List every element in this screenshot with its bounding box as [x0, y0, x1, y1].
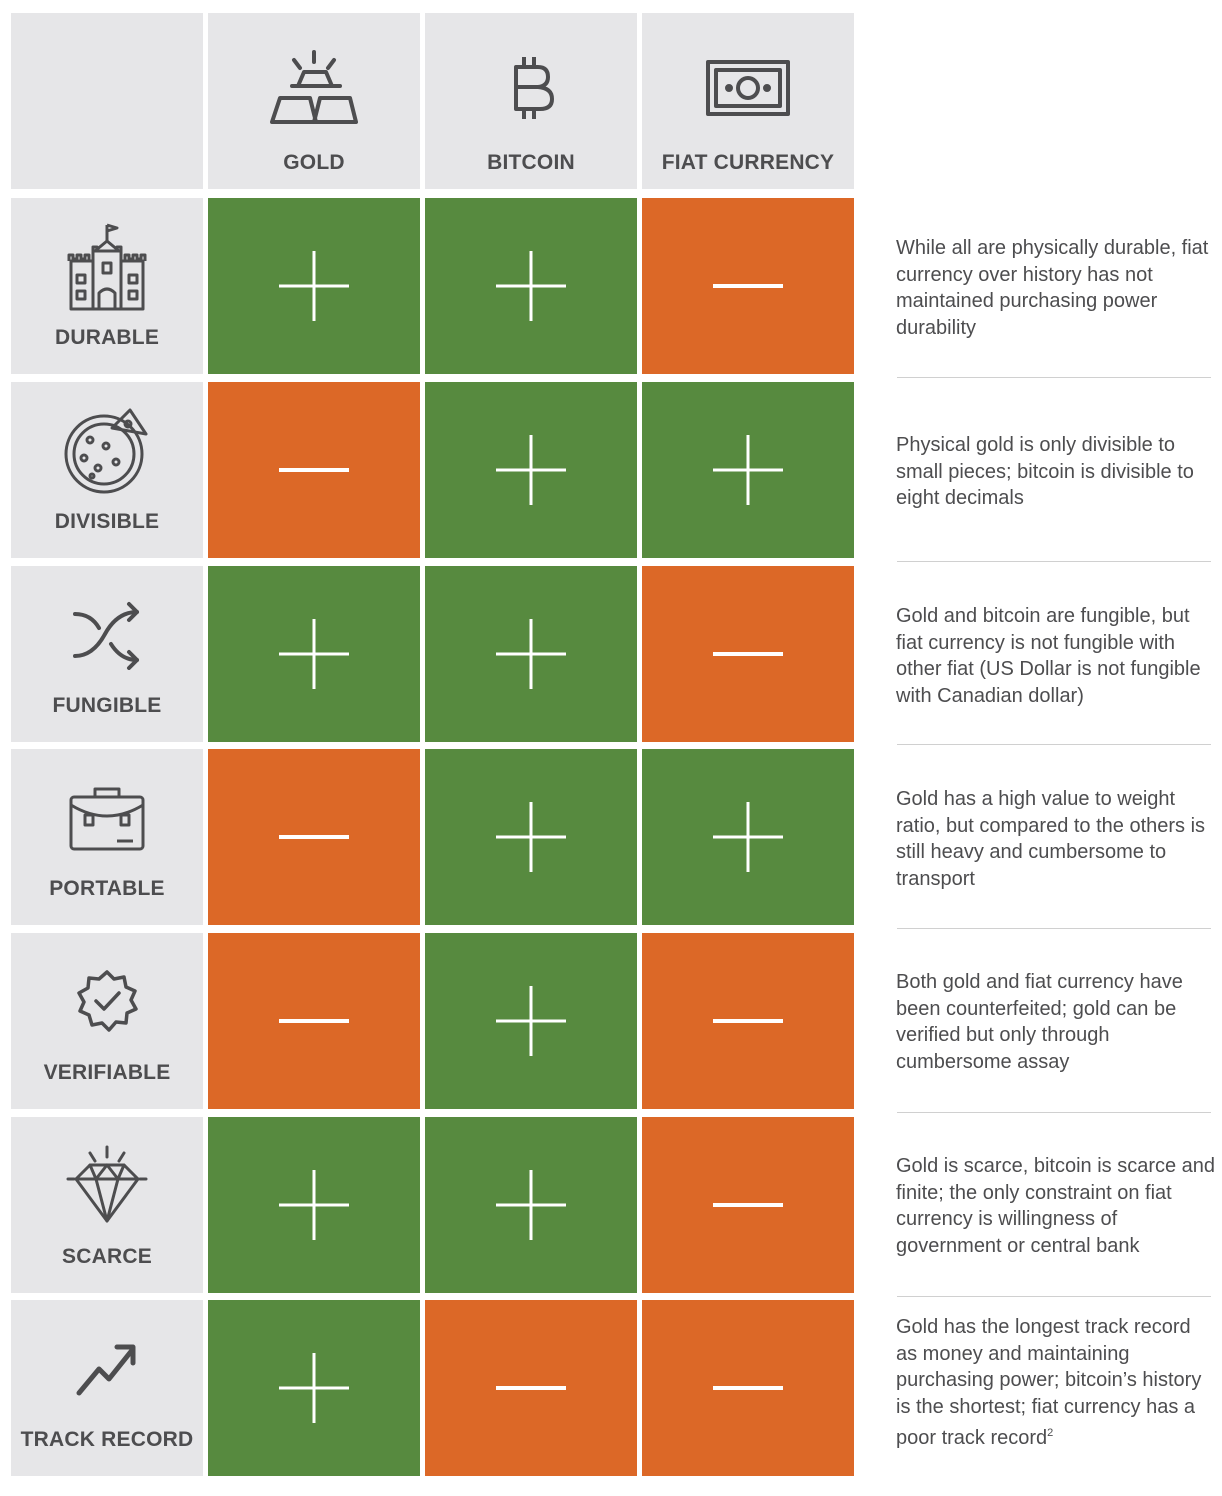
column-header-gold: GOLD: [208, 13, 420, 189]
value-cell-track-record-gold: [208, 1300, 420, 1476]
value-cell-portable-bitcoin: [425, 749, 637, 925]
row-divider: [897, 377, 1211, 378]
row-note-track-record: Gold has the longest track record as mon…: [896, 1314, 1216, 1452]
column-label: FIAT CURRENCY: [661, 151, 835, 174]
plus-icon: [425, 198, 637, 374]
row-header-scarce: SCARCE: [11, 1117, 203, 1293]
row-note-durable: While all are physically durable, fiat c…: [896, 237, 1209, 339]
column-label: BITCOIN: [487, 151, 575, 174]
value-cell-verifiable-fiat-currency: [642, 933, 854, 1109]
value-cell-verifiable-gold: [208, 933, 420, 1109]
plus-icon: [425, 933, 637, 1109]
row-header-verifiable: VERIFIABLE: [11, 933, 203, 1109]
value-cell-fungible-gold: [208, 566, 420, 742]
row-divider: [897, 561, 1211, 562]
minus-icon: [208, 749, 420, 925]
row-divider: [897, 1112, 1211, 1113]
minus-icon: [642, 198, 854, 374]
verified-badge-icon: [11, 947, 203, 1057]
plus-icon: [642, 382, 854, 558]
minus-icon: [642, 1117, 854, 1293]
plus-icon: [425, 749, 637, 925]
row-note-scarce: Gold is scarce, bitcoin is scarce and fi…: [896, 1155, 1216, 1257]
column-label: GOLD: [283, 151, 345, 174]
row-header-portable: PORTABLE: [11, 749, 203, 925]
plus-icon: [208, 566, 420, 742]
row-label: TRACK RECORD: [20, 1428, 194, 1451]
row-label: SCARCE: [62, 1245, 152, 1268]
row-note-verifiable: Both gold and fiat currency have been co…: [896, 971, 1183, 1073]
value-cell-fungible-fiat-currency: [642, 566, 854, 742]
row-note-divisible: Physical gold is only divisible to small…: [896, 434, 1194, 509]
plus-icon: [208, 198, 420, 374]
value-cell-fungible-bitcoin: [425, 566, 637, 742]
value-cell-verifiable-bitcoin: [425, 933, 637, 1109]
value-cell-portable-gold: [208, 749, 420, 925]
row-header-track-record: TRACK RECORD: [11, 1300, 203, 1476]
minus-icon: [425, 1300, 637, 1476]
value-cell-durable-gold: [208, 198, 420, 374]
diamond-icon: [11, 1131, 203, 1241]
minus-icon: [642, 566, 854, 742]
value-cell-scarce-gold: [208, 1117, 420, 1293]
trend-up-icon: [11, 1314, 203, 1424]
minus-icon: [642, 1300, 854, 1476]
value-cell-track-record-fiat-currency: [642, 1300, 854, 1476]
column-header-bitcoin: BITCOIN: [425, 13, 637, 189]
corner-cell: [11, 13, 203, 189]
row-note-fungible: Gold and bitcoin are fungible, but fiat …: [896, 605, 1201, 707]
shuffle-icon: [11, 580, 203, 690]
value-cell-divisible-fiat-currency: [642, 382, 854, 558]
minus-icon: [208, 382, 420, 558]
pizza-icon: [11, 396, 203, 506]
plus-icon: [425, 1117, 637, 1293]
value-cell-portable-fiat-currency: [642, 749, 854, 925]
value-cell-scarce-bitcoin: [425, 1117, 637, 1293]
row-label: PORTABLE: [49, 877, 165, 900]
bitcoin-icon: [425, 43, 637, 133]
gold-bars-icon: [208, 43, 420, 133]
value-cell-track-record-bitcoin: [425, 1300, 637, 1476]
value-cell-divisible-gold: [208, 382, 420, 558]
castle-icon: [11, 212, 203, 322]
plus-icon: [425, 566, 637, 742]
row-note-text: Gold has the longest track record as mon…: [896, 1316, 1202, 1449]
row-divider: [897, 1296, 1211, 1297]
row-divider: [897, 744, 1211, 745]
plus-icon: [208, 1300, 420, 1476]
row-header-fungible: FUNGIBLE: [11, 566, 203, 742]
row-label: DIVISIBLE: [54, 510, 160, 533]
row-label: FUNGIBLE: [52, 694, 162, 717]
row-divider: [897, 928, 1211, 929]
row-label: VERIFIABLE: [43, 1061, 171, 1084]
row-label: DURABLE: [54, 326, 160, 349]
plus-icon: [425, 382, 637, 558]
plus-icon: [208, 1117, 420, 1293]
value-cell-durable-fiat-currency: [642, 198, 854, 374]
column-header-fiat-currency: FIAT CURRENCY: [642, 13, 854, 189]
row-note-portable: Gold has a high value to weight ratio, b…: [896, 788, 1206, 890]
briefcase-icon: [11, 763, 203, 873]
minus-icon: [208, 933, 420, 1109]
footnote-ref: 2: [1047, 1427, 1054, 1439]
value-cell-scarce-fiat-currency: [642, 1117, 854, 1293]
value-cell-divisible-bitcoin: [425, 382, 637, 558]
row-header-divisible: DIVISIBLE: [11, 382, 203, 558]
row-header-durable: DURABLE: [11, 198, 203, 374]
plus-icon: [642, 749, 854, 925]
banknote-icon: [642, 43, 854, 133]
minus-icon: [642, 933, 854, 1109]
value-cell-durable-bitcoin: [425, 198, 637, 374]
